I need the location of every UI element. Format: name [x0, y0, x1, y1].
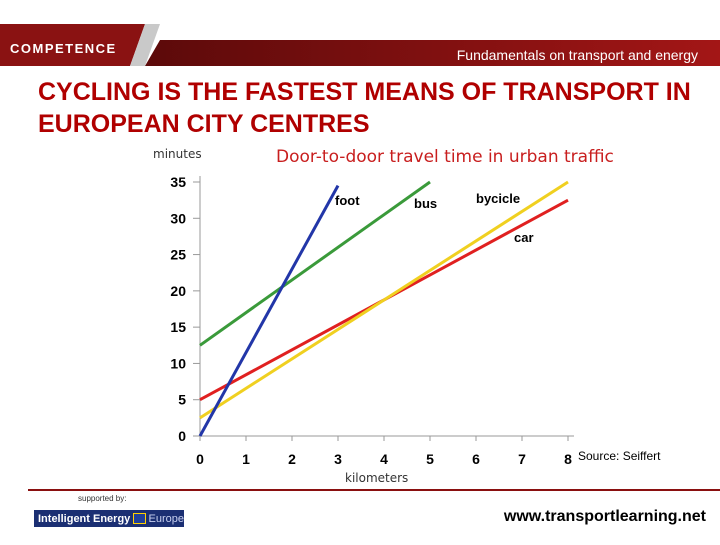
source-note: Source: Seiffert: [578, 449, 661, 463]
series-label-bycicle: bycicle: [476, 191, 520, 206]
series-label-car: car: [514, 230, 534, 245]
footer-divider: [28, 489, 720, 491]
y-tick-label: 15: [170, 319, 186, 335]
iee-text: Intelligent Energy: [38, 512, 131, 525]
y-tick-label: 25: [170, 247, 186, 263]
competence-logo: COMPETENCE: [10, 41, 117, 56]
website-link[interactable]: www.transportlearning.net: [503, 508, 706, 525]
x-tick-label: 1: [242, 451, 250, 467]
iee-europe-text: Europe: [148, 512, 184, 525]
x-tick-label: 2: [288, 451, 296, 467]
x-axis-label: kilometers: [345, 471, 408, 485]
x-tick-label: 8: [564, 451, 572, 467]
y-tick-label: 5: [178, 392, 186, 408]
series-line-bycicle: [199, 180, 569, 420]
series-line-bus: [199, 180, 431, 347]
y-axis-label: minutes: [153, 147, 202, 161]
x-tick-label: 4: [380, 451, 388, 467]
header-band: COMPETENCE Fundamentals on transport and…: [0, 0, 720, 66]
x-tick-label: 7: [518, 451, 526, 467]
eu-flag-icon: [133, 513, 146, 524]
x-tick-label: 5: [426, 451, 434, 467]
chart-title: Door-to-door travel time in urban traffi…: [276, 147, 614, 167]
y-tick-label: 20: [170, 283, 186, 299]
header-title: Fundamentals on transport and energy: [456, 47, 698, 63]
y-tick-label: 0: [178, 428, 186, 444]
x-tick-label: 3: [334, 451, 342, 467]
series-line-foot: [198, 184, 340, 437]
slide-title: CYCLING IS THE FASTEST MEANS OF TRANSPOR…: [38, 78, 691, 138]
y-tick-label: 30: [170, 210, 186, 226]
supported-by-label: supported by:: [78, 494, 127, 503]
series-label-bus: bus: [414, 196, 437, 211]
y-tick-label: 35: [170, 174, 186, 190]
x-tick-label: 0: [196, 451, 204, 467]
series-label-foot: foot: [335, 193, 360, 208]
y-tick-label: 10: [170, 355, 186, 371]
intelligent-energy-europe-logo: Intelligent Energy Europe: [34, 510, 184, 527]
header-background: [0, 24, 720, 66]
x-tick-label: 6: [472, 451, 480, 467]
